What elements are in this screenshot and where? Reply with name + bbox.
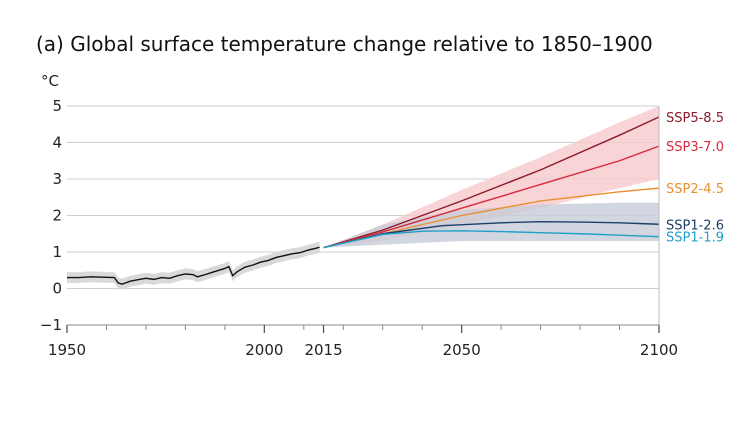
- x-tick-label: 2000: [245, 341, 283, 359]
- series-line-ssp1-2-6: [323, 221, 660, 249]
- band-ssp3-7-0-range: [323, 106, 659, 248]
- series-line-ssp1-1-9: [323, 230, 660, 249]
- series-label-ssp1-1-9: SSP1-1.9: [666, 231, 724, 246]
- series-label-ssp1-2-6: SSP1-2.6: [666, 218, 724, 233]
- y-axis-unit-label: °C: [41, 72, 59, 90]
- y-tick-label: 5: [52, 97, 62, 115]
- y-tick-label: 4: [52, 134, 62, 152]
- historical-uncertainty-band: [67, 241, 320, 290]
- axis-layer: [66, 106, 660, 333]
- series-label-ssp5-8-5: SSP5-8.5: [666, 111, 724, 126]
- x-tick-label: 1950: [48, 341, 86, 359]
- y-tick-label: 0: [52, 280, 62, 298]
- x-tick-label: 2015: [304, 341, 342, 359]
- series-line-ssp5-8-5: [323, 116, 660, 249]
- band-layer: [67, 106, 659, 290]
- y-tick-label: 3: [52, 170, 62, 188]
- label-layer: °C −1 0 1 2 3 4 5 1950 2000 2015 2050 2100 SSP5-8.5 SS…: [40, 72, 724, 359]
- chart-title: (a) Global surface temperature change re…: [36, 32, 653, 56]
- y-tick-label: −1: [40, 316, 62, 334]
- x-tick-label: 2050: [443, 341, 481, 359]
- y-tick-label: 1: [52, 243, 62, 261]
- series-line-ssp3-7-0: [323, 145, 660, 249]
- historical-line: [67, 246, 320, 285]
- line-layer: [67, 116, 660, 285]
- series-label-ssp2-4-5: SSP2-4.5: [666, 182, 724, 197]
- band-ssp1-2-6-range: [323, 202, 659, 248]
- y-tick-label: 2: [52, 207, 62, 225]
- series-label-ssp3-7-0: SSP3-7.0: [666, 140, 724, 155]
- x-tick-label: 2100: [640, 341, 678, 359]
